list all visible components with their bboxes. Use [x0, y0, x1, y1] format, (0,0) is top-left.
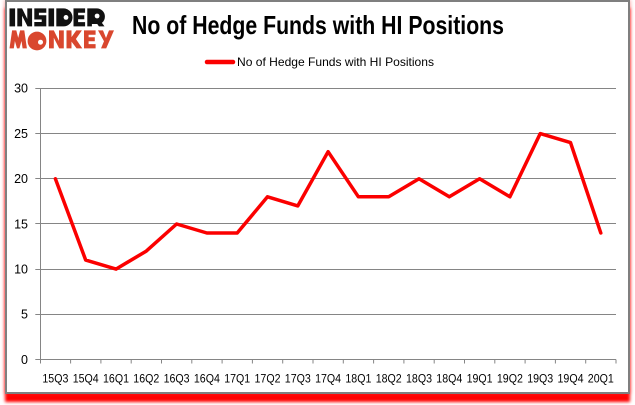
svg-text:17Q1: 17Q1: [224, 372, 250, 386]
svg-text:15Q4: 15Q4: [73, 372, 99, 386]
svg-text:18Q1: 18Q1: [345, 372, 371, 386]
svg-text:19Q4: 19Q4: [558, 372, 584, 386]
svg-text:15: 15: [14, 217, 28, 231]
svg-text:10: 10: [14, 262, 28, 276]
svg-text:19Q1: 19Q1: [467, 372, 493, 386]
svg-text:18Q3: 18Q3: [406, 372, 432, 386]
svg-text:No of Hedge Funds with HI Posi: No of Hedge Funds with HI Positions: [237, 55, 434, 69]
svg-text:16Q1: 16Q1: [103, 372, 129, 386]
svg-text:25: 25: [14, 127, 28, 141]
svg-text:20Q1: 20Q1: [588, 372, 614, 386]
svg-text:18Q2: 18Q2: [376, 372, 402, 386]
svg-text:19Q3: 19Q3: [527, 372, 553, 386]
svg-text:16Q3: 16Q3: [164, 372, 190, 386]
svg-text:16Q4: 16Q4: [194, 372, 220, 386]
svg-text:19Q2: 19Q2: [497, 372, 523, 386]
svg-text:18Q4: 18Q4: [436, 372, 462, 386]
svg-text:17Q3: 17Q3: [285, 372, 311, 386]
svg-text:30: 30: [14, 82, 28, 96]
svg-text:15Q3: 15Q3: [42, 372, 68, 386]
svg-text:17Q4: 17Q4: [315, 372, 341, 386]
svg-text:16Q2: 16Q2: [133, 372, 159, 386]
svg-text:0: 0: [21, 353, 28, 367]
svg-text:17Q2: 17Q2: [255, 372, 281, 386]
svg-text:20: 20: [14, 172, 28, 186]
svg-text:No of Hedge Funds with HI Posi: No of Hedge Funds with HI Positions: [132, 10, 504, 40]
svg-text:5: 5: [21, 308, 28, 322]
